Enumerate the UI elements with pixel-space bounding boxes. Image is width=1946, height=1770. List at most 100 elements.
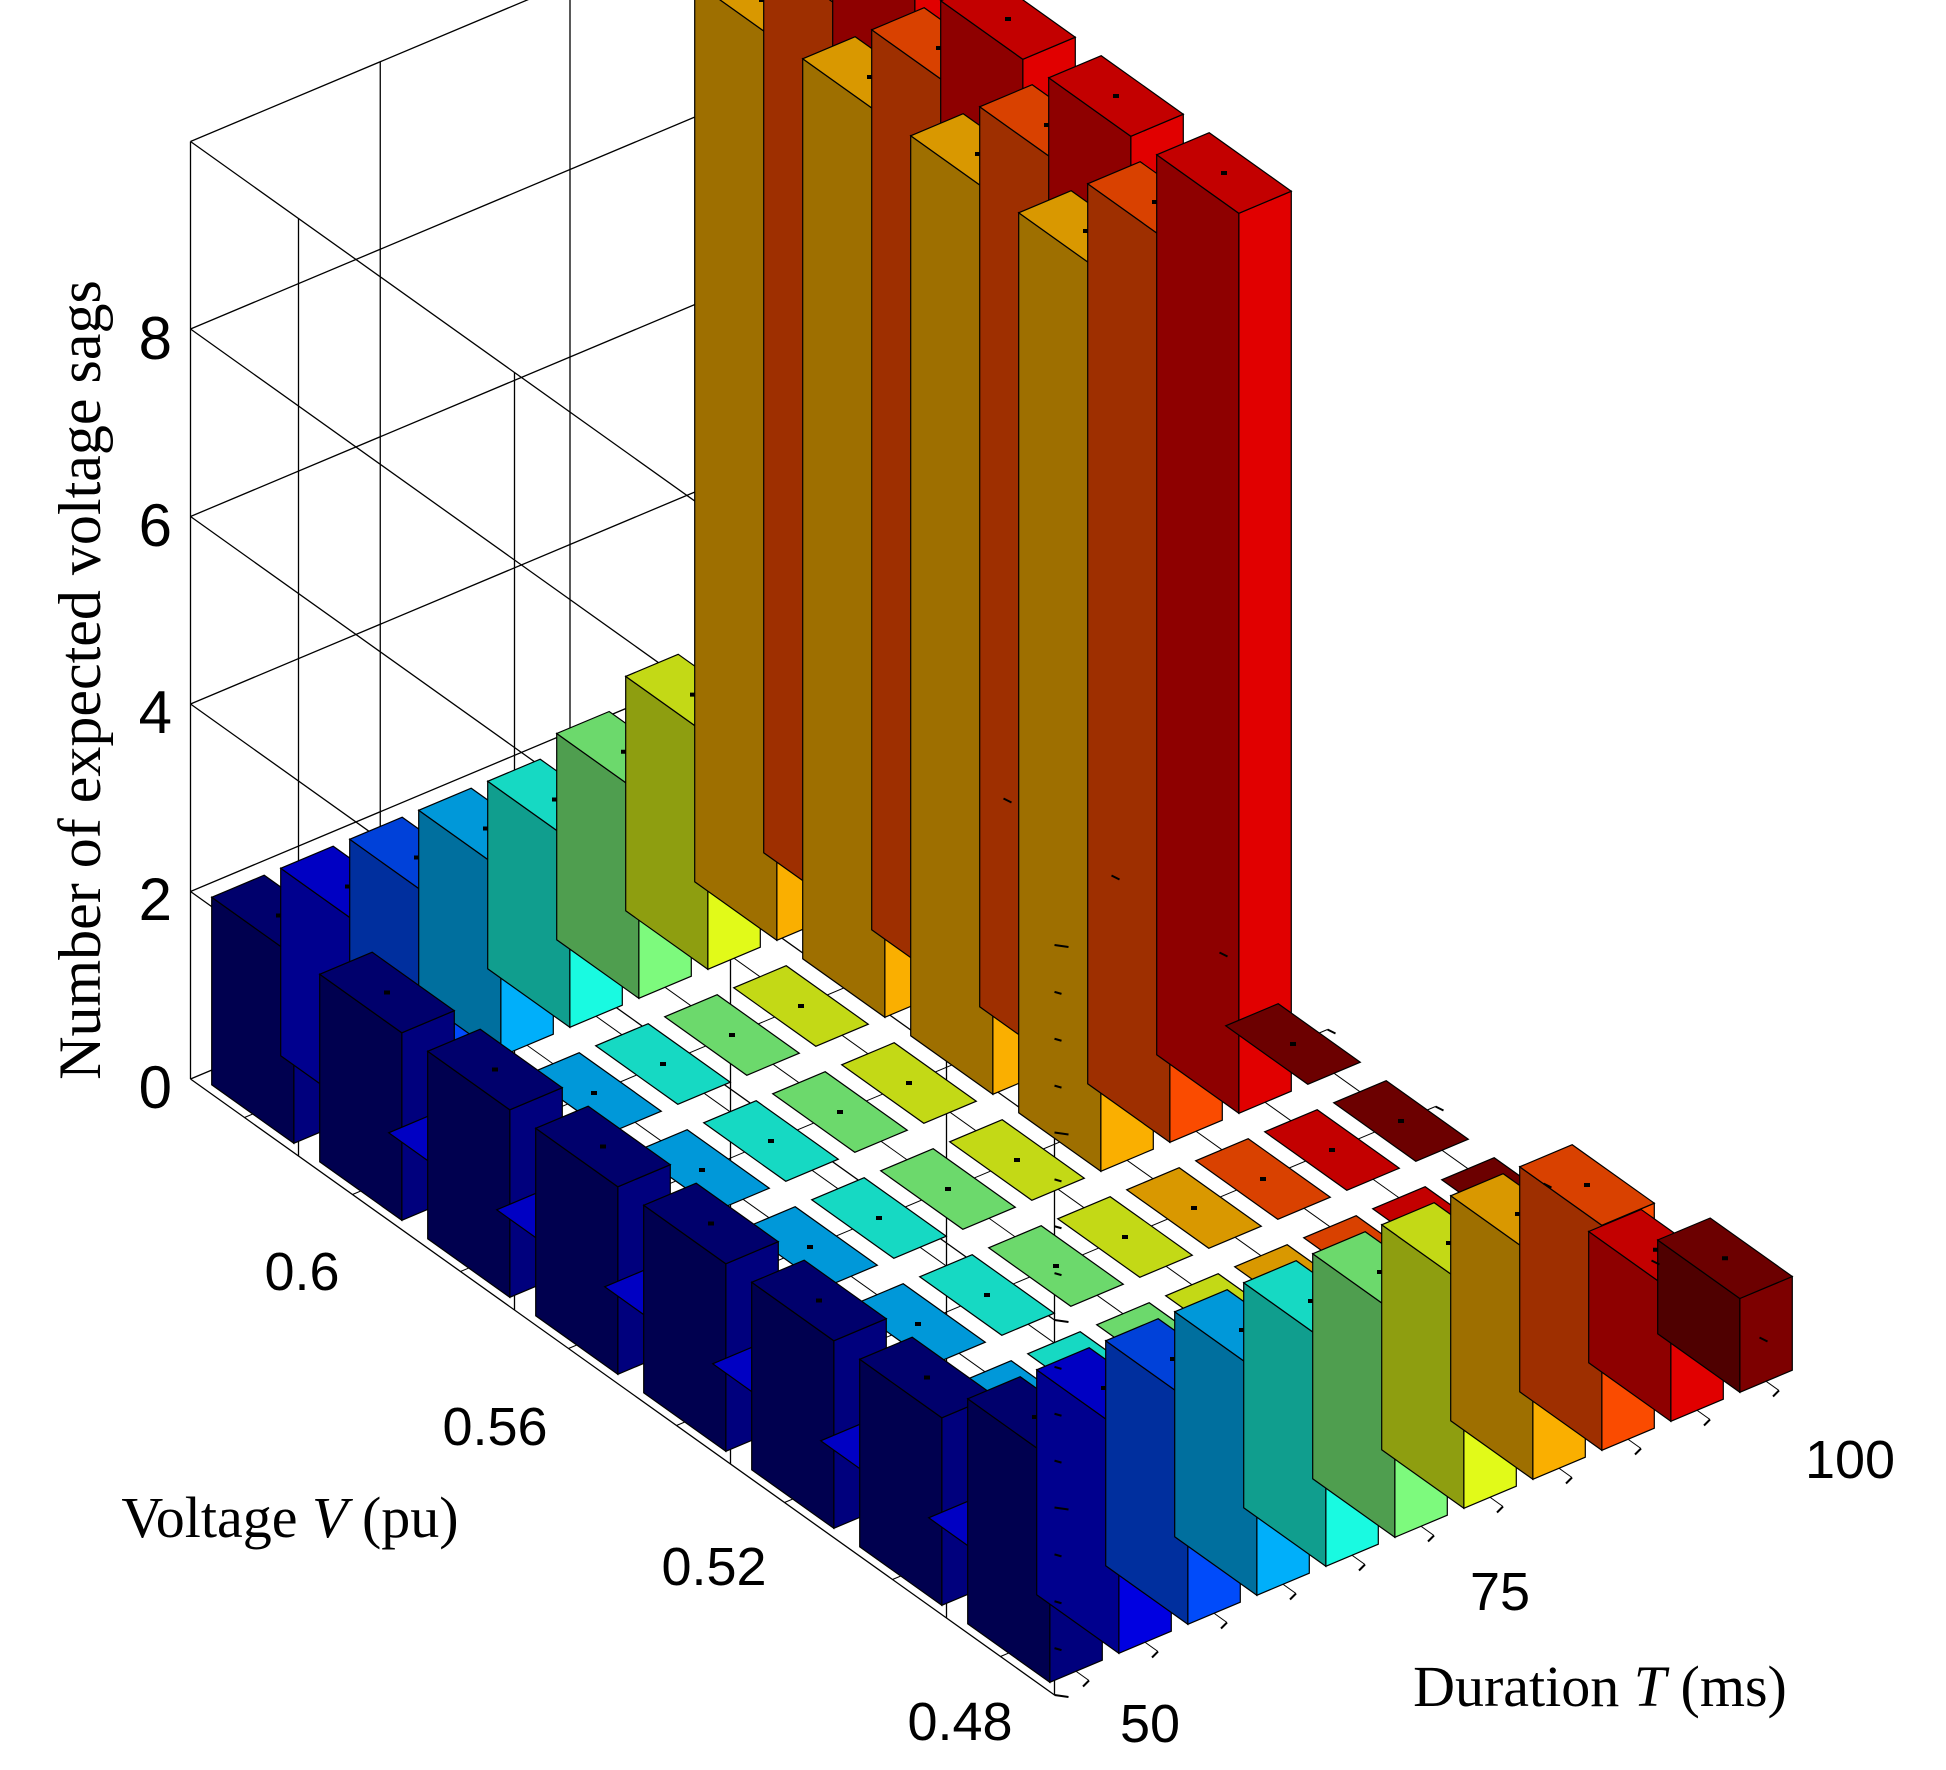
ticks-layer: [1003, 797, 1780, 1698]
bar-T70-V0.56: [810, 1177, 948, 1259]
x-axis-tick: [1634, 1447, 1642, 1456]
x-axis-label-prefix: Duration: [1413, 1654, 1634, 1719]
y-axis-tick: [1435, 1105, 1444, 1112]
bar-top-marker: [552, 797, 558, 802]
z-axis-tick: [1054, 1506, 1069, 1511]
bar-top-marker: [984, 1293, 990, 1297]
bar-top-marker: [1221, 171, 1227, 175]
bar-top-marker: [798, 1004, 804, 1008]
y-tick-label-0-48: 0.48: [907, 1692, 1012, 1752]
bar-top-marker: [1290, 1042, 1296, 1046]
x-axis-tick: [1151, 1650, 1159, 1659]
bar-T95-V0.54: [1263, 1109, 1401, 1191]
bar-top-marker: [1722, 1256, 1728, 1261]
bar-top-marker: [1653, 1247, 1659, 1252]
z-axis-tick: [1054, 1694, 1069, 1698]
y-axis-tick: [1543, 1182, 1552, 1189]
z-axis-tick: [1054, 1553, 1062, 1558]
z-tick-label-0: 0: [139, 1054, 172, 1121]
bar-top-marker: [1170, 1357, 1176, 1361]
bar-top-marker: [1152, 200, 1158, 204]
bar-top-marker: [414, 855, 420, 860]
x-axis-label-suffix: (ms): [1666, 1654, 1787, 1719]
bar-top-marker: [483, 826, 489, 831]
bar-T70-V0.54: [918, 1254, 1056, 1336]
bar-top-marker: [768, 1139, 774, 1143]
bar-T75-V0.56: [879, 1148, 1017, 1230]
y-axis-label-suffix: (pu): [347, 1485, 458, 1550]
bar-T100-V0.54: [1332, 1080, 1470, 1162]
z-axis-tick: [1054, 1412, 1062, 1417]
bar-T75-V0.58: [771, 1071, 909, 1153]
bar-side-face: [1156, 153, 1240, 1115]
bar-top-marker: [699, 1168, 705, 1172]
bar-T80-V0.58: [840, 1042, 978, 1124]
bar-top-marker: [1398, 1119, 1404, 1123]
y-axis-label: Voltage V (pu): [121, 1485, 458, 1550]
y-axis-label-prefix: Voltage: [121, 1485, 312, 1550]
y-axis-tick: [1003, 797, 1012, 804]
y-axis-tick: [1111, 874, 1120, 881]
z-axis-label: Number of expected voltage sags: [47, 280, 113, 1080]
x-axis-label-symbol: T: [1634, 1654, 1670, 1719]
z-axis-tick: [1054, 1365, 1062, 1370]
bar-top-marker: [816, 1298, 822, 1303]
z-axis-tick: [1054, 1272, 1062, 1277]
bar-top-marker: [936, 46, 942, 50]
z-tick-label-2: 2: [139, 866, 172, 933]
bar-top-marker: [1032, 1415, 1038, 1419]
bar-T95-V0.56: [1155, 132, 1293, 1115]
bar-top-marker: [906, 1081, 912, 1085]
bar-T100-V0.48: [1656, 1217, 1794, 1394]
x-axis-tick: [1358, 1563, 1366, 1572]
bar-top-marker: [975, 152, 981, 156]
bar-T75-V0.54: [987, 1225, 1125, 1307]
bar-top-marker: [276, 913, 282, 918]
bar-top-marker: [876, 1216, 882, 1220]
bar-T80-V0.54: [1056, 1196, 1194, 1278]
bar-top-marker: [1260, 1177, 1266, 1181]
bar-top-marker: [1083, 229, 1089, 233]
bar-T80-V0.56: [948, 1119, 1086, 1201]
x-axis-tick: [1082, 1679, 1090, 1688]
y-axis-tick: [1759, 1336, 1768, 1343]
bar-top-marker: [1101, 1386, 1107, 1390]
bar-top-marker: [1005, 17, 1011, 21]
bar-top-marker: [1584, 1183, 1590, 1187]
z-axis-tick: [1054, 1084, 1062, 1089]
x-axis-tick: [1289, 1592, 1297, 1601]
bars-layer: [210, 0, 1794, 1684]
bar-T85-V0.54: [1125, 1167, 1263, 1249]
bar-top-marker: [807, 1245, 813, 1249]
z-axis-tick: [1054, 1647, 1062, 1652]
x-tick-label-50: 50: [1120, 1694, 1180, 1754]
bar-top-marker: [345, 884, 351, 889]
left-wall-gridline-z0: [190, 1078, 1055, 1696]
x-tick-label-100: 100: [1805, 1430, 1895, 1490]
z-axis-tick: [1054, 944, 1069, 948]
bar-T80-V0.60: [732, 965, 870, 1047]
z-tick-label-4: 4: [139, 679, 172, 746]
bar-top-marker: [1329, 1148, 1335, 1152]
z-tick-label-6: 6: [139, 492, 172, 559]
y-axis-tick: [1327, 1028, 1336, 1035]
bar-T90-V0.54: [1194, 1138, 1332, 1220]
bar-top-marker: [591, 1091, 597, 1095]
y-axis-tick: [1651, 1259, 1660, 1266]
bar-T70-V0.60: [594, 1023, 732, 1105]
y-tick-label-0-6: 0.6: [264, 1242, 339, 1302]
bar-top-marker: [621, 749, 627, 754]
z-axis-tick: [1054, 1319, 1069, 1323]
bar-top-marker: [729, 1033, 735, 1037]
bar-top-marker: [492, 1067, 498, 1072]
y-axis-tick: [1219, 951, 1228, 958]
bar-top-marker: [1239, 1328, 1245, 1332]
bar-top-marker: [1515, 1212, 1521, 1216]
bar-top-face: [939, 0, 1077, 60]
x-axis-tick: [1565, 1476, 1573, 1485]
bar-top-marker: [837, 1110, 843, 1114]
bar-top-marker: [759, 0, 765, 2]
bar-T70-V0.58: [702, 1100, 840, 1182]
